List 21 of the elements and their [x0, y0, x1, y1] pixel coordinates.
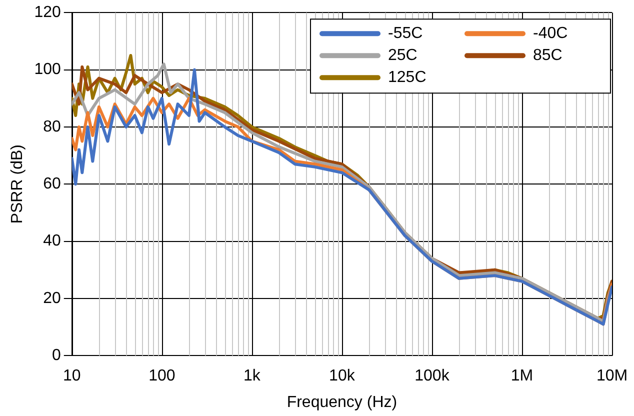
x-tick-label: 100k [414, 368, 450, 385]
y-tick-label: 40 [43, 232, 61, 250]
y-tick-label: 20 [43, 290, 61, 307]
legend-label: -40C [533, 25, 568, 42]
legend-label: 85C [533, 47, 562, 64]
x-tick-label: 1k [243, 368, 262, 385]
x-tick-label: 1M [510, 368, 534, 385]
legend-label: 25C [388, 47, 418, 64]
y-tick-label: 0 [52, 347, 61, 364]
legend-label: -55C [388, 25, 423, 42]
y-axis-title: PSRR (dB) [9, 144, 26, 224]
y-tick-label: 120 [34, 4, 61, 22]
y-tick-label: 100 [34, 61, 61, 78]
legend-label: 125C [388, 69, 426, 86]
x-axis-title: Frequency (Hz) [286, 394, 398, 411]
y-tick-label: 60 [43, 176, 61, 193]
x-tick-label: 10k [329, 368, 356, 385]
x-tick-label: 10 [62, 368, 81, 385]
x-tick-label: 10M [596, 368, 628, 385]
y-tick-label: 80 [43, 118, 61, 136]
x-tick-label: 100 [148, 368, 176, 385]
